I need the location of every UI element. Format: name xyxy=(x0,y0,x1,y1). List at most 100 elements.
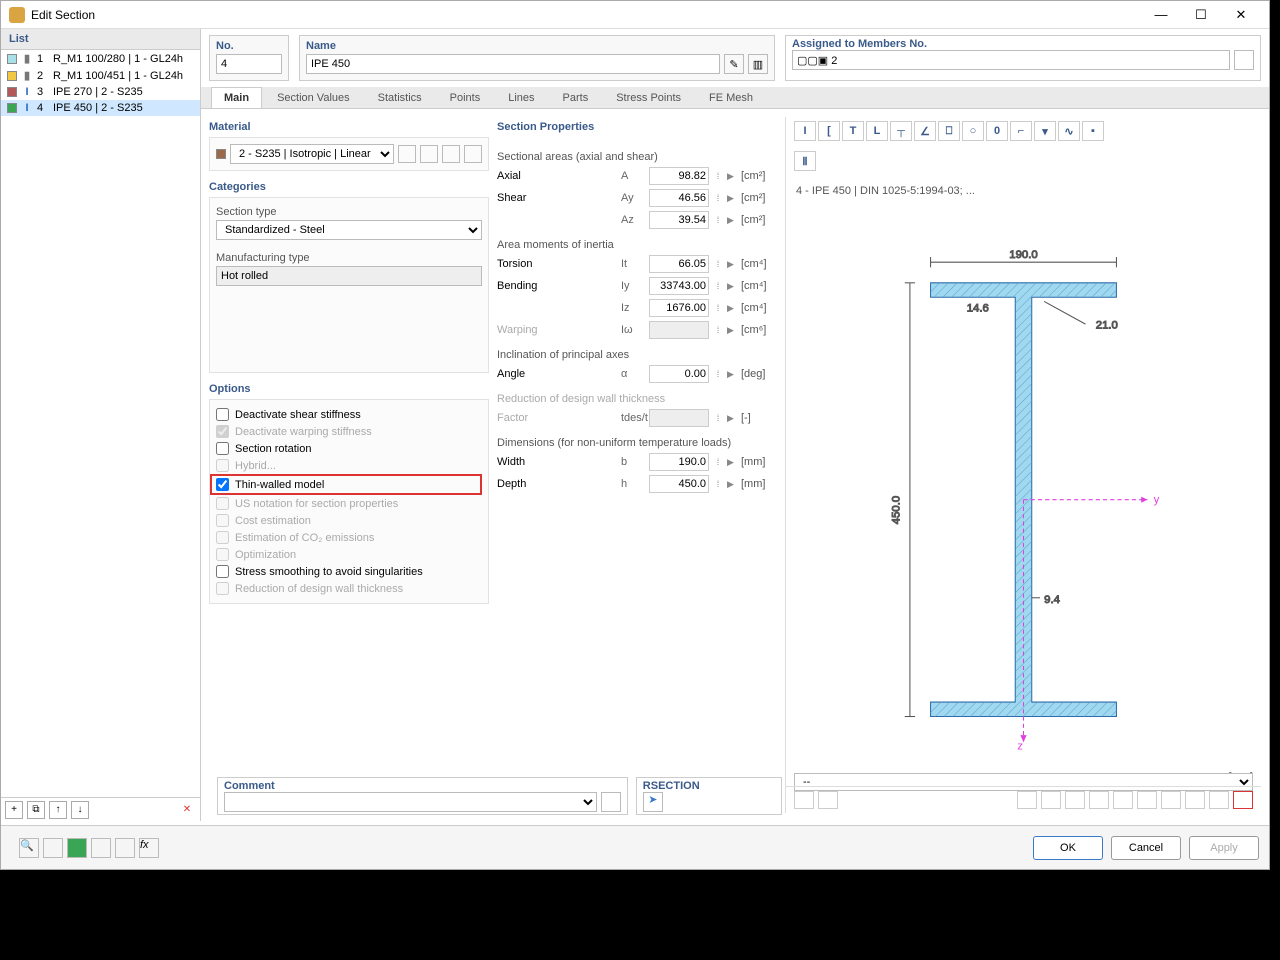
list-item-4[interactable]: I 4 IPE 450 | 2 - S235 xyxy=(1,100,200,116)
section-view-icon[interactable]: Ⅱ xyxy=(794,151,816,171)
mfg-type-field xyxy=(216,266,482,286)
shape-6[interactable]: ⎕ xyxy=(938,121,960,141)
shape-5[interactable]: ∠ xyxy=(914,121,936,141)
pick-member-icon[interactable] xyxy=(1234,50,1254,70)
edit-name-icon[interactable]: ✎ xyxy=(724,54,744,74)
section-preview: 190.0 450.0 14.6 21.0 xyxy=(786,207,1261,813)
copy-icon[interactable]: ⧉ xyxy=(27,801,45,819)
material-lib-icon[interactable] xyxy=(398,145,416,163)
prop-iω: Warping Iω ⁞▶ [cm⁶] xyxy=(497,319,777,341)
assigned-input[interactable] xyxy=(792,50,1230,70)
prop-b[interactable]: Width b ⁞▶ [mm] xyxy=(497,451,777,473)
sort-up-icon[interactable]: ↑ xyxy=(49,801,67,819)
tool-search-icon[interactable]: 🔍 xyxy=(19,838,39,858)
option-optimization: Optimization xyxy=(216,546,482,563)
apply-button[interactable]: Apply xyxy=(1189,836,1259,860)
shape-11[interactable]: ∿ xyxy=(1058,121,1080,141)
tab-lines[interactable]: Lines xyxy=(495,87,547,108)
tool-fx-icon[interactable]: fx xyxy=(139,838,159,858)
prop-it[interactable]: Torsion It ⁞▶ [cm⁴] xyxy=(497,253,777,275)
material-edit-icon[interactable] xyxy=(442,145,460,163)
material-extra-icon[interactable] xyxy=(464,145,482,163)
material-title: Material xyxy=(209,117,489,137)
tool-refresh-icon[interactable] xyxy=(115,838,135,858)
option-cost-estimation: Cost estimation xyxy=(216,512,482,529)
option-hybrid-: Hybrid... xyxy=(216,457,482,474)
prop-ay[interactable]: Shear Ay ⁞▶ [cm²] xyxy=(497,187,777,209)
tool-tree-icon[interactable] xyxy=(91,838,111,858)
tool-color-icon[interactable] xyxy=(67,838,87,858)
delete-icon[interactable]: ✕ xyxy=(178,801,196,819)
tool-units-icon[interactable] xyxy=(43,838,63,858)
options-box: Deactivate shear stiffness Deactivate wa… xyxy=(209,399,489,604)
shape-9[interactable]: ⌐ xyxy=(1010,121,1032,141)
tab-main[interactable]: Main xyxy=(211,87,262,108)
prop-α[interactable]: Angle α ⁞▶ [deg] xyxy=(497,363,777,385)
shape-12[interactable]: ▪ xyxy=(1082,121,1104,141)
tabstrip: MainSection ValuesStatisticsPointsLinesP… xyxy=(201,87,1269,109)
comment-input[interactable] xyxy=(224,792,597,812)
shape-3[interactable]: L xyxy=(866,121,888,141)
categories-title: Categories xyxy=(209,177,489,197)
main-area: No. Name ✎ ▥ Assigned to Members No. xyxy=(201,29,1269,821)
prop-h[interactable]: Depth h ⁞▶ [mm] xyxy=(497,473,777,495)
material-select[interactable]: 2 - S235 | Isotropic | Linear Elastic xyxy=(230,144,394,164)
option-deactivate-warping-stiffness: Deactivate warping stiffness xyxy=(216,423,482,440)
prop-az[interactable]: Az ⁞▶ [cm²] xyxy=(497,209,777,231)
tab-points[interactable]: Points xyxy=(437,87,494,108)
cancel-button[interactable]: Cancel xyxy=(1111,836,1181,860)
tab-parts[interactable]: Parts xyxy=(550,87,602,108)
name-input[interactable] xyxy=(306,54,720,74)
option-us-notation-for-section-properties: US notation for section properties xyxy=(216,495,482,512)
rsection-icon[interactable]: ➤ xyxy=(643,792,663,812)
prop-a[interactable]: Axial A ⁞▶ [cm²] xyxy=(497,165,777,187)
shape-0[interactable]: I xyxy=(794,121,816,141)
no-input[interactable] xyxy=(216,54,282,74)
material-new-icon[interactable] xyxy=(420,145,438,163)
preview-caption: 4 - IPE 450 | DIN 1025-5:1994-03; ... xyxy=(786,181,1261,201)
shape-1[interactable]: [ xyxy=(818,121,840,141)
no-field: No. xyxy=(209,35,289,81)
section-type-select[interactable]: Standardized - Steel xyxy=(216,220,482,240)
ok-button[interactable]: OK xyxy=(1033,836,1103,860)
section-list[interactable]: ▮ 1 R_M1 100/280 | 1 - GL24h ▮ 2 R_M1 10… xyxy=(1,50,200,797)
material-swatch xyxy=(216,149,226,159)
comment-icon[interactable] xyxy=(601,792,621,812)
new-icon[interactable]: + xyxy=(5,801,23,819)
prop-tdes/t: Factor tdes/t ⁞▶ [-] xyxy=(497,407,777,429)
maximize-button[interactable]: ☐ xyxy=(1181,4,1221,26)
section-list-panel: List ▮ 1 R_M1 100/280 | 1 - GL24h ▮ 2 R_… xyxy=(1,29,201,821)
list-item-1[interactable]: ▮ 1 R_M1 100/280 | 1 - GL24h xyxy=(1,50,200,67)
tab-fe-mesh[interactable]: FE Mesh xyxy=(696,87,766,108)
list-header: List xyxy=(1,29,200,50)
shape-10[interactable]: ▾ xyxy=(1034,121,1056,141)
sort-down-icon[interactable]: ↓ xyxy=(71,801,89,819)
titlebar: Edit Section — ☐ ✕ xyxy=(1,1,1269,29)
option-section-rotation[interactable]: Section rotation xyxy=(216,440,482,457)
svg-text:y: y xyxy=(1154,494,1160,506)
option-reduction-of-design-wall-thickness: Reduction of design wall thickness xyxy=(216,580,482,597)
option-deactivate-shear-stiffness[interactable]: Deactivate shear stiffness xyxy=(216,406,482,423)
edit-section-window: Edit Section — ☐ ✕ List ▮ 1 R_M1 100/280… xyxy=(0,0,1270,870)
minimize-button[interactable]: — xyxy=(1141,4,1181,26)
list-item-3[interactable]: I 3 IPE 270 | 2 - S235 xyxy=(1,84,200,100)
shape-2[interactable]: T xyxy=(842,121,864,141)
shape-8[interactable]: 0 xyxy=(986,121,1008,141)
options-title: Options xyxy=(209,379,489,399)
tab-section-values[interactable]: Section Values xyxy=(264,87,363,108)
shape-4[interactable]: ┬ xyxy=(890,121,912,141)
library-icon[interactable]: ▥ xyxy=(748,54,768,74)
option-stress-smoothing-to-avoid-singularities[interactable]: Stress smoothing to avoid singularities xyxy=(216,563,482,580)
dim-tw: 9.4 xyxy=(1044,594,1060,606)
shape-7[interactable]: ○ xyxy=(962,121,984,141)
option-thin-walled-model[interactable]: Thin-walled model xyxy=(210,474,482,495)
list-item-2[interactable]: ▮ 2 R_M1 100/451 | 1 - GL24h xyxy=(1,67,200,84)
prop-iz[interactable]: Iz ⁞▶ [cm⁴] xyxy=(497,297,777,319)
prop-iy[interactable]: Bending Iy ⁞▶ [cm⁴] xyxy=(497,275,777,297)
tab-statistics[interactable]: Statistics xyxy=(365,87,435,108)
dialog-buttons: 🔍 fx OK Cancel Apply xyxy=(1,825,1269,869)
close-button[interactable]: ✕ xyxy=(1221,4,1261,26)
shape-toolbar: I[TL┬∠⎕○0⌐▾∿▪ xyxy=(786,117,1261,145)
tab-stress-points[interactable]: Stress Points xyxy=(603,87,694,108)
comment-label: Comment xyxy=(224,780,621,792)
